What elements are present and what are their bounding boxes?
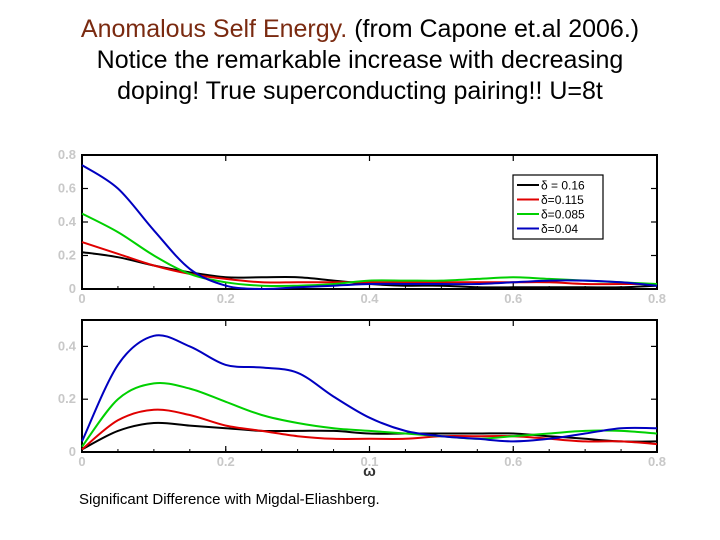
x-tick-label: 0.8 (648, 454, 666, 469)
y-tick-label: 0.4 (58, 338, 77, 353)
y-tick-label: 0.2 (58, 248, 76, 263)
y-tick-label: 0 (69, 281, 76, 296)
title-line-2: Notice the remarkable increase with decr… (96, 46, 624, 74)
series-line-3 (81, 164, 658, 291)
x-tick-label: 0.6 (504, 291, 522, 306)
series-line-1 (81, 241, 657, 286)
y-tick-label: 0.8 (58, 147, 76, 162)
legend-label-0: δ = 0.16 (541, 179, 585, 193)
chart-panel-top: 0 0.2 0.4 0.6 0.8 0 0.2 0.4 0.6 0.8 δ = 0.16δ=0.11… (58, 147, 666, 306)
title-line-3: doping! True superconducting pairing!! U… (117, 77, 603, 105)
x-tick-label: 0.6 (504, 454, 522, 469)
x-axis-label: ω (363, 463, 376, 480)
y-tick-label: 0.4 (58, 214, 77, 229)
x-tick-label: 0.8 (648, 291, 666, 306)
series-line-3 (81, 334, 658, 443)
anomalous-self-energy-chart: 0 0.2 0.4 0.6 0.8 0 0.2 0.4 0.6 0.8 δ = 0.16δ=0.11… (58, 147, 666, 480)
x-tick-label: 0 (78, 454, 85, 469)
series-line-1 (81, 408, 658, 451)
title-citation: (from Capone et.al 2006.) (347, 15, 640, 43)
x-tick-label: 0.1 (360, 454, 378, 469)
x-tick-label: 0.2 (217, 454, 235, 469)
x-tick-label: 0.2 (217, 291, 235, 306)
chart-panel-bottom: 0 0.2 0.1 0.6 0.8 0 0.2 0.4 ω (58, 319, 666, 480)
y-tick-label: 0 (69, 444, 76, 459)
caption: Significant Difference with Migdal-Elias… (79, 491, 380, 508)
x-tick-label: 0.4 (360, 291, 379, 306)
y-tick-label: 0.2 (58, 391, 76, 406)
legend-label-1: δ=0.115 (541, 193, 584, 207)
x-tick-label: 0 (78, 291, 85, 306)
series-line-2 (81, 381, 658, 448)
page-title: Anomalous Self Energy. (from Capone et.a… (0, 14, 720, 107)
legend-label-3: δ=0.04 (541, 222, 578, 236)
legend-label-2: δ=0.085 (541, 208, 585, 222)
title-line-1: Anomalous Self Energy. (from Capone et.a… (0, 14, 720, 45)
y-tick-label: 0.6 (58, 181, 76, 196)
title-accent: Anomalous Self Energy. (80, 15, 348, 43)
